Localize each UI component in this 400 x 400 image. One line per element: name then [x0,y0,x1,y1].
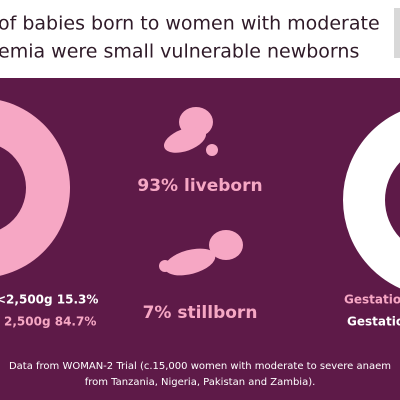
edge-sliver [394,8,400,58]
title-line: emia were small vulnerable newborns [0,41,359,63]
header-band [0,0,400,78]
footer-line: from Tanzania, Nigeria, Pakistan and Zam… [85,377,316,388]
left-label: <2,500g 15.3% [0,293,98,307]
left-donut [0,100,70,276]
right-donut [343,111,400,289]
baby-icon [163,107,218,156]
right-label: Gestation [344,293,400,307]
right-label: Gestation [347,315,400,329]
stillborn-text: 7% stillborn [143,303,258,323]
title-line: of babies born to women with moderate [0,13,380,35]
footer-line: Data from WOMAN-2 Trial (c.15,000 women … [9,361,391,372]
left-label: 2,500g 84.7% [4,315,96,329]
donut-segment [0,100,70,276]
baby-icon [159,230,243,276]
liveborn-text: 93% liveborn [137,176,262,196]
